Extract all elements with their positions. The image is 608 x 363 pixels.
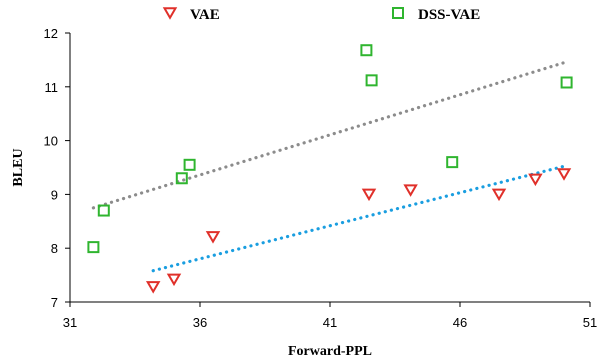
- y-tick-label: 8: [51, 241, 58, 256]
- data-point-series-1: [175, 172, 188, 185]
- data-point-series-1: [446, 156, 459, 169]
- data-point-series-1: [87, 241, 100, 254]
- tick-labels: 31 36 41 46 51 7 8 9 10 11 12: [44, 26, 598, 330]
- data-point-series-0: [166, 273, 182, 287]
- data-point-series-0: [205, 231, 221, 244]
- trendline-series-1: [91, 60, 569, 210]
- x-tick-label: 41: [323, 315, 337, 330]
- y-tick-label: 7: [51, 295, 58, 310]
- legend-label-0: VAE: [190, 7, 220, 23]
- data-point-series-1: [97, 204, 110, 217]
- axes: [65, 32, 591, 307]
- legend-label-1: DSS-VAE: [418, 7, 480, 23]
- legend-marker-1: [392, 7, 404, 19]
- x-tick-label: 51: [583, 315, 597, 330]
- data-point-series-1: [360, 44, 373, 57]
- x-tick-label: 46: [453, 315, 467, 330]
- x-axis-title: Forward-PPL: [288, 344, 372, 359]
- y-tick-label: 11: [45, 80, 59, 95]
- y-axis-title: BLEU: [11, 148, 26, 186]
- data-point-series-0: [556, 168, 572, 181]
- data-point-series-0: [528, 173, 543, 187]
- y-tick-label: 10: [44, 134, 58, 149]
- trendline-series-0: [151, 164, 566, 273]
- x-tick-label: 31: [63, 315, 77, 330]
- trendlines: [91, 60, 569, 273]
- data-point-series-0: [361, 188, 377, 202]
- data-point-series-0: [403, 184, 418, 197]
- x-tick-label: 36: [193, 315, 207, 330]
- data-point-series-0: [145, 281, 161, 294]
- data-point-series-0: [491, 188, 507, 202]
- data-point-series-1: [365, 74, 378, 87]
- y-tick-label: 9: [51, 187, 58, 202]
- data-point-series-1: [183, 158, 196, 171]
- data-points: [87, 44, 573, 294]
- y-tick-label: 12: [44, 26, 58, 41]
- legend: VAE DSS-VAE: [162, 7, 480, 23]
- data-point-series-1: [560, 76, 573, 89]
- legend-marker-0: [162, 7, 178, 20]
